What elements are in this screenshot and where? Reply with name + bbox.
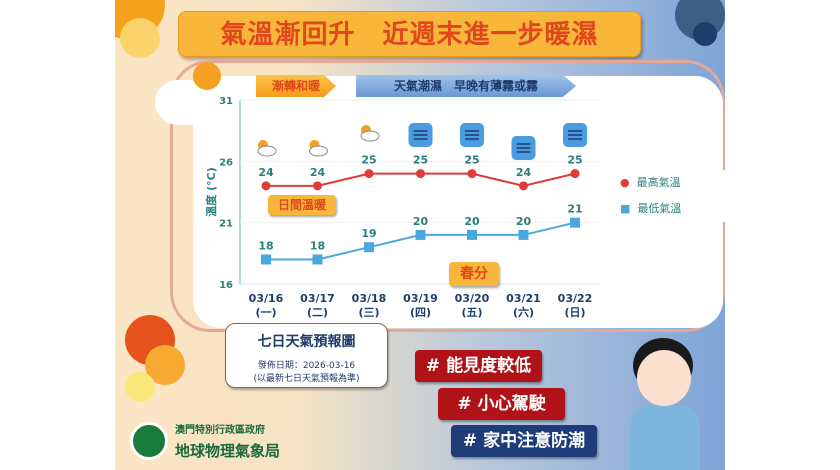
banner-warming: 漸轉和暖 bbox=[256, 75, 336, 97]
daytime-warm-tag: 日間溫暖 bbox=[268, 195, 336, 215]
x-tick-label: 03/21 bbox=[506, 292, 541, 305]
x-tick-label: 03/22 bbox=[558, 292, 593, 305]
mascot-girl-illustration bbox=[615, 338, 715, 470]
square-marker-icon: ■ bbox=[620, 202, 631, 215]
x-tick-label: 03/16 bbox=[249, 292, 284, 305]
partly-cloudy-icon bbox=[257, 145, 277, 157]
x-tick-weekday: (日) bbox=[564, 306, 585, 319]
data-label: 24 bbox=[516, 166, 532, 179]
forecast-info-box: 七日天氣預報圖 發佈日期：2026-03-16 (以最新七日天氣預報為準) bbox=[225, 323, 388, 388]
legend-label: 最低氣溫 bbox=[637, 202, 682, 215]
legend-high: ● 最高氣溫 bbox=[612, 170, 725, 196]
data-label: 24 bbox=[258, 166, 274, 179]
hashtag-visibility: # 能見度較低 bbox=[415, 350, 542, 382]
bureau-name: 地球物理氣象局 bbox=[175, 442, 281, 460]
x-tick-weekday: (五) bbox=[461, 306, 482, 319]
legend-label: 最高氣溫 bbox=[636, 176, 681, 189]
data-label: 25 bbox=[464, 154, 479, 167]
info-heading: 七日天氣預報圖 bbox=[257, 334, 356, 350]
high-temp-point bbox=[570, 169, 580, 179]
y-tick-label: 21 bbox=[219, 219, 233, 230]
x-tick-weekday: (一) bbox=[255, 306, 276, 319]
data-label: 18 bbox=[310, 239, 325, 252]
gov-name: 澳門特別行政區政府 bbox=[175, 425, 265, 436]
partly-cloudy-icon bbox=[309, 145, 328, 157]
circle-marker-icon: ● bbox=[620, 176, 630, 189]
low-temp-point bbox=[415, 229, 426, 240]
x-tick-label: 03/17 bbox=[300, 292, 335, 305]
data-label: 25 bbox=[413, 154, 428, 167]
data-label: 25 bbox=[567, 154, 582, 167]
hashtag-damp-prevention: # 家中注意防潮 bbox=[451, 425, 597, 457]
hashtag-drive-carefully: # 小心駕駛 bbox=[438, 388, 565, 420]
high-temp-point bbox=[519, 181, 528, 191]
low-temp-point bbox=[518, 229, 529, 240]
low-temp-point bbox=[570, 217, 580, 228]
high-temp-point bbox=[313, 181, 322, 191]
cloud-sun-mascot-illustration bbox=[155, 62, 221, 125]
high-temp-point bbox=[261, 181, 271, 191]
x-tick-label: 03/19 bbox=[403, 292, 438, 305]
legend: ● 最高氣溫 ■ 最低氣溫 bbox=[612, 170, 725, 222]
decor-circle bbox=[693, 22, 717, 46]
legend-low: ■ 最低氣溫 bbox=[612, 196, 725, 222]
x-tick-weekday: (六) bbox=[513, 305, 534, 319]
page-title: 氣溫漸回升 近週末進一步暖濕 bbox=[178, 11, 641, 57]
high-temp-point bbox=[364, 169, 374, 179]
low-temp-point bbox=[467, 229, 477, 240]
partly-cloudy-drizzle-icon bbox=[360, 130, 380, 142]
info-note: (以最新七日天氣預報為準) bbox=[253, 374, 360, 384]
y-axis-label: 溫度 (°C) bbox=[204, 167, 218, 216]
low-temp-point bbox=[261, 254, 271, 265]
equinox-tag: 春分 bbox=[449, 262, 499, 286]
low-temp-point bbox=[312, 254, 323, 265]
x-tick-label: 03/20 bbox=[455, 292, 490, 305]
high-temp-point bbox=[416, 169, 425, 179]
decor-circle bbox=[120, 18, 160, 58]
data-label: 25 bbox=[361, 154, 376, 167]
data-label: 20 bbox=[464, 215, 480, 228]
x-tick-weekday: (二) bbox=[307, 306, 328, 319]
high-temp-point bbox=[467, 169, 477, 179]
x-tick-weekday: (四) bbox=[410, 306, 431, 319]
data-label: 24 bbox=[310, 166, 326, 179]
x-tick-label: 03/18 bbox=[352, 292, 387, 305]
issue-date: 發佈日期：2026-03-16 bbox=[257, 361, 356, 371]
data-label: 21 bbox=[567, 203, 582, 216]
y-tick-label: 16 bbox=[219, 280, 233, 291]
y-tick-label: 31 bbox=[219, 96, 233, 107]
low-temp-point bbox=[364, 242, 374, 253]
data-label: 20 bbox=[413, 215, 429, 228]
data-label: 18 bbox=[258, 239, 273, 252]
temperature-chart: 16 21 26 31 溫度 (°C) 03/16(一) 03/17(二) 03/18(三) 0… bbox=[204, 96, 600, 319]
infographic: 氣溫漸回升 近週末進一步暖濕 16 21 26 31 溫度 (°C) 03/16 (一) 03… bbox=[115, 0, 725, 470]
x-tick-weekday: (三) bbox=[358, 306, 379, 319]
decor-circle bbox=[125, 372, 155, 402]
data-label: 20 bbox=[516, 215, 532, 228]
data-label: 19 bbox=[361, 227, 376, 240]
y-tick-label: 26 bbox=[219, 157, 233, 168]
macao-emblem-logo bbox=[130, 422, 168, 460]
banner-humid: 天氣潮濕 早晚有薄霧或霧 bbox=[356, 75, 576, 97]
